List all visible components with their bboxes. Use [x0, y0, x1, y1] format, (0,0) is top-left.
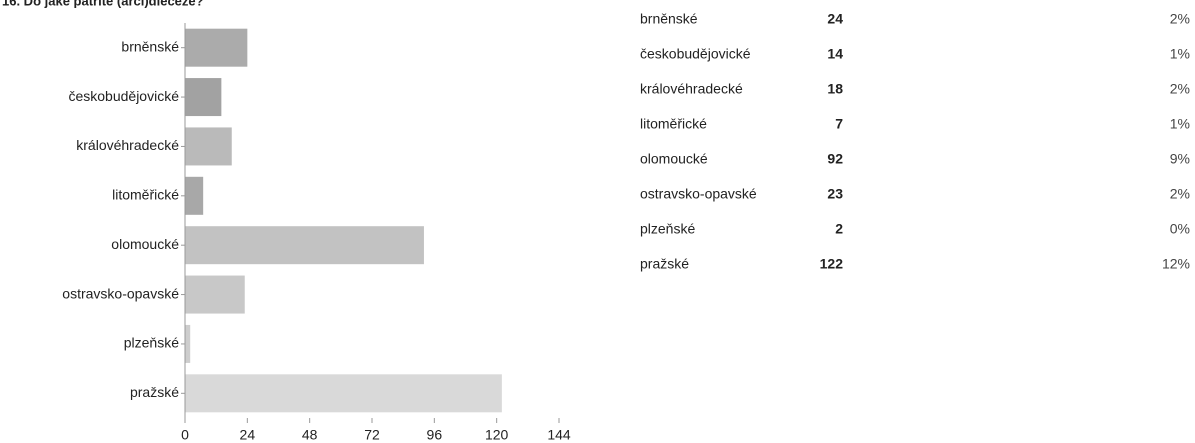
table-count: 92 — [827, 151, 843, 167]
table-name: ostravsko-opavské — [640, 186, 757, 202]
table-percent: 2% — [1170, 81, 1190, 97]
table-percent: 2% — [1170, 11, 1190, 27]
bar — [185, 374, 502, 413]
table-count: 122 — [820, 256, 844, 272]
table-percent: 0% — [1170, 221, 1190, 237]
y-tick-label: litoměřické — [112, 187, 179, 203]
table-percent: 1% — [1170, 46, 1190, 62]
bar — [185, 28, 248, 67]
x-tick-label: 0 — [181, 427, 189, 443]
bar — [185, 275, 245, 314]
table-name: plzeňské — [640, 221, 695, 237]
y-tick-label: pražské — [130, 384, 179, 400]
x-tick-label: 120 — [485, 427, 509, 443]
x-tick-label: 96 — [427, 427, 443, 443]
table-name: královéhradecké — [640, 81, 743, 97]
bar — [185, 127, 232, 166]
bar — [185, 78, 222, 117]
table-percent: 12% — [1162, 256, 1190, 272]
table-count: 7 — [835, 116, 843, 132]
y-tick-label: olomoucké — [111, 236, 179, 252]
y-tick-label: brněnské — [121, 38, 179, 54]
table-name: českobudějovické — [640, 46, 751, 62]
chart-title: 16. Do jaké patříte (arci)diecéze? — [2, 0, 204, 8]
x-tick-label: 48 — [302, 427, 318, 443]
bar — [185, 226, 424, 265]
x-tick-label: 72 — [364, 427, 380, 443]
table-count: 24 — [827, 11, 843, 27]
table-name: olomoucké — [640, 151, 708, 167]
table-count: 14 — [827, 46, 843, 62]
y-tick-label: královéhradecké — [76, 137, 179, 153]
table-percent: 1% — [1170, 116, 1190, 132]
table-name: brněnské — [640, 11, 698, 27]
table-count: 18 — [827, 81, 843, 97]
table-count: 23 — [827, 186, 843, 202]
table-percent: 9% — [1170, 151, 1190, 167]
y-tick-label: českobudějovické — [68, 88, 179, 104]
bar — [185, 324, 191, 363]
y-tick-label: plzeňské — [124, 335, 179, 351]
bar — [185, 176, 204, 215]
table-name: pražské — [640, 256, 689, 272]
x-tick-label: 144 — [547, 427, 571, 443]
x-tick-label: 24 — [240, 427, 256, 443]
table-percent: 2% — [1170, 186, 1190, 202]
table-count: 2 — [835, 221, 843, 237]
y-tick-label: ostravsko-opavské — [62, 285, 179, 301]
table-name: litoměřické — [640, 116, 707, 132]
